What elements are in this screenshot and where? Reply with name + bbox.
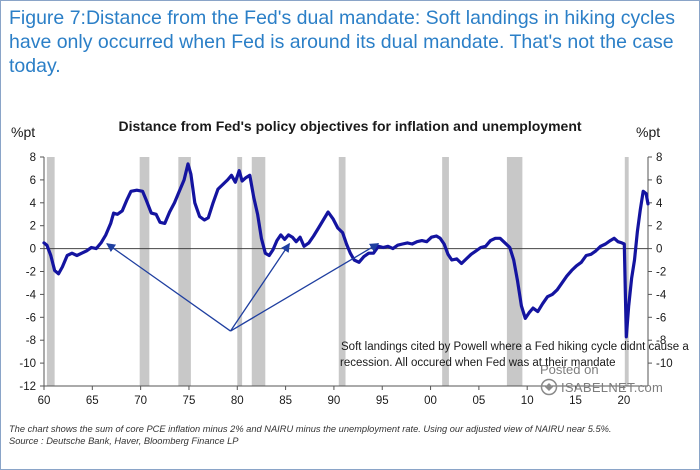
recession-band-6	[442, 157, 449, 386]
recession-band-0	[46, 157, 55, 386]
x-tick-label: 10	[521, 395, 534, 407]
y-tick-label-left: -6	[26, 312, 36, 324]
x-tick-label: 95	[376, 395, 389, 407]
x-tick-label: 15	[569, 395, 582, 407]
x-tick-label: 85	[279, 395, 292, 407]
y-tick-label-left: 0	[30, 244, 36, 256]
y-axis-unit-right: %pt	[636, 124, 661, 140]
y-tick-label-right: 8	[656, 152, 662, 164]
annotation-arrow-0	[106, 243, 231, 332]
annotation-arrow-1	[229, 242, 291, 332]
y-tick-label-left: 6	[30, 175, 36, 187]
y-tick-label-left: -8	[26, 335, 36, 347]
series-line	[42, 162, 650, 339]
y-tick-label-right: 0	[656, 244, 662, 256]
recession-band-2	[178, 157, 191, 386]
y-tick-label-right: -4	[656, 289, 667, 301]
watermark-posted-on: Posted on	[540, 362, 599, 377]
recession-band-5	[338, 157, 346, 386]
footnote-source: Source : Deutsche Bank, Haver, Bloomberg…	[9, 436, 239, 446]
x-tick-label: 90	[328, 395, 341, 407]
isabelnet-logo-icon	[540, 378, 558, 396]
x-tick-label: 80	[231, 395, 244, 407]
x-tick-label: 75	[183, 395, 196, 407]
y-tick-label-right: -6	[656, 312, 666, 324]
y-tick-label-right: -8	[656, 335, 666, 347]
y-tick-label-left: -2	[26, 267, 36, 279]
y-tick-label-right: 6	[656, 175, 662, 187]
figure-headline: Figure 7:Distance from the Fed's dual ma…	[9, 7, 675, 77]
y-tick-label-right: -2	[656, 267, 666, 279]
recession-band-8	[624, 157, 629, 386]
chart-title: Distance from Fed's policy objectives fo…	[118, 118, 582, 134]
x-tick-label: 05	[472, 395, 485, 407]
y-tick-label-right: 4	[656, 198, 663, 210]
y-tick-label-right: -10	[656, 358, 673, 370]
footnote-description: The chart shows the sum of core PCE infl…	[9, 424, 612, 434]
x-tick-label: 70	[134, 395, 147, 407]
recession-band-1	[139, 157, 150, 386]
y-tick-label-left: 4	[30, 198, 37, 210]
y-tick-label-left: 8	[30, 152, 36, 164]
x-tick-label: 60	[38, 395, 51, 407]
x-tick-label: 00	[424, 395, 437, 407]
y-tick-label-left: -10	[19, 358, 36, 370]
recession-band-3	[237, 157, 243, 386]
y-tick-label-left: 2	[30, 221, 36, 233]
x-tick-label: 65	[86, 395, 99, 407]
y-tick-label-left: -12	[19, 381, 36, 393]
recession-band-4	[251, 157, 266, 386]
annotation-text-line2: recession. All occured when Fed was at t…	[340, 357, 616, 369]
y-tick-label-right: 2	[656, 221, 662, 233]
watermark-site: ISABELNET.com	[561, 380, 664, 395]
annotation-text-line1: Soft landings cited by Powell where a Fe…	[341, 341, 689, 353]
annotation-arrow-2	[230, 243, 380, 332]
y-tick-label-left: -4	[26, 289, 37, 301]
x-tick-label: 20	[617, 395, 630, 407]
y-axis-unit-left: %pt	[11, 124, 36, 140]
footnote: The chart shows the sum of core PCE infl…	[9, 423, 699, 447]
